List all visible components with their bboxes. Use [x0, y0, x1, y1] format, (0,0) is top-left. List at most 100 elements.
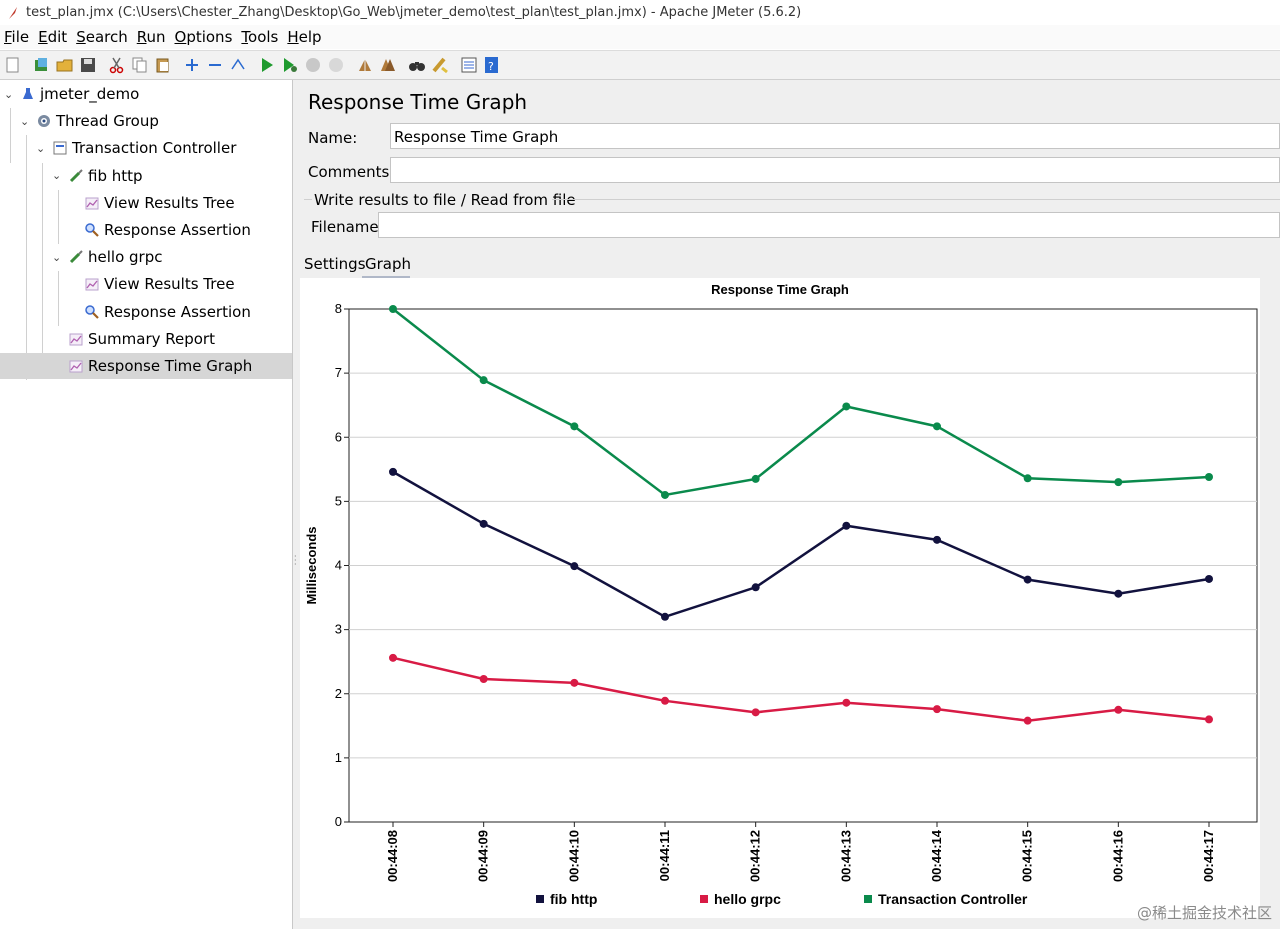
- test-plan-tree: ⌄ jmeter_demo ⌄ Thread Group ⌄ Transaction Co…: [0, 80, 293, 929]
- data-point: [1205, 715, 1213, 724]
- help-icon[interactable]: ?: [482, 55, 502, 75]
- data-point: [751, 474, 760, 483]
- chevron-down-icon[interactable]: ⌄: [52, 169, 62, 183]
- copy-icon[interactable]: [130, 55, 150, 75]
- tree-node-label: hello grpc: [88, 248, 163, 267]
- chevron-down-icon[interactable]: ⌄: [20, 114, 30, 128]
- magnifier-icon: [84, 304, 100, 320]
- data-point: [933, 535, 941, 544]
- tree-node-hello-grpc[interactable]: ⌄ hello grpc: [52, 244, 162, 270]
- tree-node-label: View Results Tree: [104, 193, 235, 212]
- data-point: [1114, 478, 1123, 487]
- tree-guide-line: [58, 271, 59, 326]
- tree-node-label: Response Assertion: [104, 221, 251, 239]
- tree-node-fib-http[interactable]: ⌄ fib http: [52, 163, 143, 189]
- stop-icon[interactable]: [303, 55, 323, 75]
- menu-bar: File Edit Search Run Options Tools Help: [0, 25, 1280, 49]
- menu-file[interactable]: File: [4, 28, 30, 46]
- cut-icon[interactable]: [107, 55, 127, 75]
- search-icon[interactable]: [407, 55, 427, 75]
- data-point: [1205, 473, 1213, 482]
- y-tick-label: 3: [335, 622, 342, 637]
- expand-icon[interactable]: [182, 55, 202, 75]
- data-point: [842, 402, 851, 411]
- clear-icon[interactable]: [355, 55, 375, 75]
- x-tick-label: 00:44:10: [566, 830, 581, 882]
- comments-field[interactable]: [390, 157, 1280, 183]
- pipette-icon: [68, 168, 84, 184]
- data-point: [1114, 589, 1123, 598]
- legend-label: Transaction Controller: [878, 891, 1028, 907]
- tree-node-view-results-tree[interactable]: View Results Tree: [68, 190, 235, 216]
- collapse-icon[interactable]: [205, 55, 225, 75]
- open-icon[interactable]: [55, 55, 75, 75]
- filename-field[interactable]: [378, 212, 1280, 238]
- data-point: [479, 675, 488, 684]
- name-label: Name:: [308, 129, 358, 147]
- tree-node-jmeter-demo[interactable]: ⌄ jmeter_demo: [4, 81, 139, 107]
- y-tick-label: 2: [335, 686, 342, 701]
- data-point: [389, 305, 397, 313]
- legend-label: hello grpc: [714, 891, 781, 907]
- start-icon[interactable]: [257, 55, 277, 75]
- tree-node-summary-report[interactable]: Summary Report: [52, 326, 215, 352]
- tree-guide-line: [10, 108, 11, 163]
- toolbar: ?: [0, 50, 1280, 80]
- clear-all-icon[interactable]: [378, 55, 398, 75]
- listener-icon: [68, 358, 84, 374]
- splitter[interactable]: [293, 80, 300, 929]
- legend-swatch: [536, 895, 544, 903]
- tab-settings[interactable]: Settings: [304, 255, 366, 273]
- menu-search[interactable]: Search: [76, 28, 128, 46]
- legend-swatch: [700, 895, 708, 903]
- paste-icon[interactable]: [153, 55, 173, 75]
- chart-title: Response Time Graph: [711, 282, 849, 297]
- name-field[interactable]: Response Time Graph: [390, 123, 1280, 149]
- chevron-down-icon[interactable]: ⌄: [36, 141, 46, 155]
- data-point: [933, 705, 941, 714]
- data-point: [1023, 575, 1032, 584]
- window-title: test_plan.jmx (C:\Users\Chester_Zhang\De…: [26, 5, 802, 20]
- menu-help[interactable]: Help: [287, 28, 322, 46]
- tree-guide-line: [42, 162, 43, 353]
- tree-node-response-assertion[interactable]: Response Assertion: [68, 299, 251, 325]
- chevron-down-icon[interactable]: ⌄: [4, 87, 14, 101]
- menu-tools[interactable]: Tools: [241, 28, 279, 46]
- tree-node-thread-group[interactable]: ⌄ Thread Group: [20, 108, 159, 134]
- reset-search-icon[interactable]: [430, 55, 450, 75]
- menu-edit[interactable]: Edit: [38, 28, 68, 46]
- menu-run[interactable]: Run: [136, 28, 166, 46]
- x-tick-label: 00:44:13: [838, 830, 853, 882]
- magnifier-icon: [84, 222, 100, 238]
- active-tab-indicator: [362, 276, 410, 278]
- x-tick-label: 00:44:08: [385, 830, 400, 882]
- tree-node-response-assertion[interactable]: Response Assertion: [68, 217, 251, 243]
- shutdown-icon[interactable]: [326, 55, 346, 75]
- series-line: [392, 308, 1210, 497]
- toggle-icon[interactable]: [228, 55, 248, 75]
- menu-options[interactable]: Options: [174, 28, 233, 46]
- data-point: [661, 612, 669, 621]
- new-icon[interactable]: [3, 55, 23, 75]
- x-tick-label: 00:44:17: [1201, 830, 1216, 882]
- save-icon[interactable]: [78, 55, 98, 75]
- data-point: [751, 708, 760, 717]
- function-helper-icon[interactable]: [459, 55, 479, 75]
- tree-node-response-time-graph[interactable]: Response Time Graph: [0, 353, 292, 379]
- data-point: [570, 422, 579, 431]
- y-tick-label: 5: [335, 493, 342, 508]
- response-time-chart: Response Time Graph 0 1 2 3 4 5 6 7 8 00:44:08 00:4…: [300, 278, 1260, 918]
- y-tick-label: 7: [335, 365, 342, 380]
- chevron-down-icon[interactable]: ⌄: [52, 250, 62, 264]
- templates-icon[interactable]: [32, 55, 52, 75]
- legend-label: fib http: [550, 891, 597, 907]
- series-line: [392, 656, 1210, 722]
- data-point: [479, 376, 488, 385]
- start-no-pause-icon[interactable]: [280, 55, 300, 75]
- tree-node-view-results-tree[interactable]: View Results Tree: [68, 271, 235, 297]
- y-tick-label: 1: [335, 750, 342, 765]
- splitter-grip[interactable]: · · ·: [294, 552, 297, 569]
- listener-icon: [68, 331, 84, 347]
- tab-graph[interactable]: Graph: [365, 255, 412, 273]
- tree-node-transaction-controller[interactable]: ⌄ Transaction Controller: [36, 135, 236, 161]
